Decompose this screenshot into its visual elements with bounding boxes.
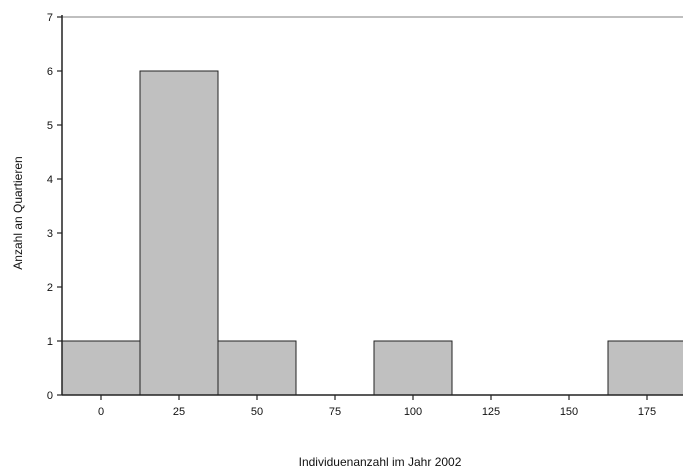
y-tick-label: 0 xyxy=(47,390,53,402)
x-tick-label: 50 xyxy=(251,406,263,418)
x-axis-title: Individuenanzahl im Jahr 2002 xyxy=(299,455,462,469)
y-tick-label: 6 xyxy=(47,66,53,78)
y-tick-label: 5 xyxy=(47,120,53,132)
y-tick-label: 4 xyxy=(47,174,53,186)
x-tick-label: 25 xyxy=(173,406,185,418)
y-axis-title: Anzahl an Quartieren xyxy=(11,156,25,269)
y-tick-label: 1 xyxy=(47,336,53,348)
x-tick-label: 175 xyxy=(638,406,656,418)
x-tick-label: 100 xyxy=(404,406,422,418)
y-tick-label: 3 xyxy=(47,228,53,240)
x-tick-label: 0 xyxy=(98,406,104,418)
x-tick-label: 125 xyxy=(482,406,500,418)
y-ticks-group: 0 1 2 3 4 5 6 7 xyxy=(47,12,62,402)
bar-25 xyxy=(139,70,219,396)
y-tick-label: 7 xyxy=(47,12,53,24)
x-tick-label: 150 xyxy=(560,406,578,418)
y-tick-label: 2 xyxy=(47,282,53,294)
bars-group xyxy=(61,70,683,396)
x-ticks-group: 0 25 50 75 100 125 150 175 xyxy=(98,395,656,418)
bar-50 xyxy=(217,340,297,396)
bar-0 xyxy=(61,340,141,396)
bar-100 xyxy=(373,340,453,396)
x-tick-label: 75 xyxy=(329,406,341,418)
bar-175 xyxy=(607,340,683,396)
